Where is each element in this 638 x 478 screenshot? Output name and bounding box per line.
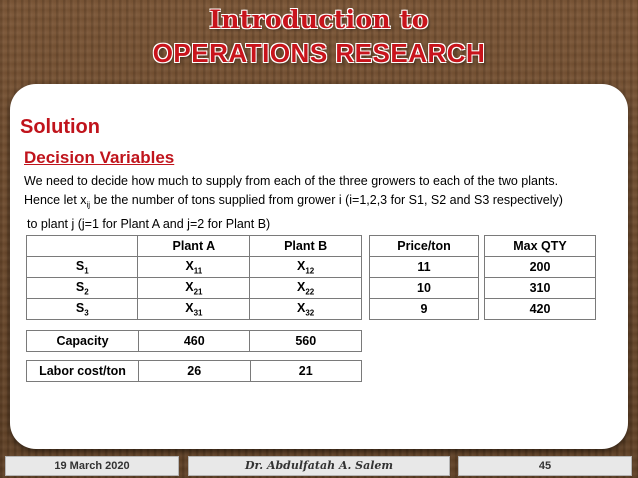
table-header-row: Plant A Plant B [25,235,362,257]
price-header: Price/ton [369,235,479,257]
cell-plant-b: X32 [249,298,362,320]
cell-plant-a: X31 [137,298,251,320]
supply-table: Plant A Plant B S1 X11 X12 S2 X21 X22 S3… [25,235,362,320]
row-label: S3 [25,298,139,320]
table-row: S1 X11 X12 [25,256,362,278]
qty-value: 200 [484,256,596,278]
table-row: S2 X21 X22 [25,277,362,299]
price-value: 10 [369,277,479,299]
header-empty [25,235,139,257]
paragraph-line-3: to plant j (j=1 for Plant A and j=2 for … [27,216,271,231]
header-plant-a: Plant A [137,235,251,257]
paragraph-line-2-pre: Hence let x [24,193,87,207]
footer-date: 19 March 2020 [5,456,179,476]
qty-value: 420 [484,298,596,320]
footer-author: Dr. Abdulfatah A. Salem [188,456,450,476]
paragraph-line-2-post: be the number of tons supplied from grow… [90,193,563,207]
title-line-2: OPERATIONS RESEARCH [152,38,486,68]
table-row: S3 X31 X32 [25,298,362,320]
cell-plant-b: X22 [249,277,362,299]
footer-page-number: 45 [458,456,632,476]
labor-cost-table: Labor cost/ton 26 21 [25,360,362,382]
cell-plant-a: X11 [137,256,251,278]
table-row: Capacity 460 560 [26,330,362,352]
capacity-plant-a: 460 [137,330,251,352]
price-table: Price/ton 11 10 9 [369,235,479,320]
cell-plant-b: X12 [249,256,362,278]
price-value: 9 [369,298,479,320]
solution-heading: Solution [20,116,100,138]
title-line-1: Introduction to [209,5,429,34]
table-row: Labor cost/ton 26 21 [25,360,362,382]
paragraph-line-1: We need to decide how much to supply fro… [24,174,559,188]
qty-value: 310 [484,277,596,299]
row-label: S1 [25,256,139,278]
paragraph-line-2: Hence let xij be the number of tons supp… [24,191,624,215]
capacity-table: Capacity 460 560 [26,330,362,352]
row-label: S2 [25,277,139,299]
labor-label: Labor cost/ton [25,360,140,382]
slide-title: Introduction to OPERATIONS RESEARCH [0,2,638,68]
cell-plant-a: X21 [137,277,251,299]
labor-plant-a: 26 [138,360,251,382]
price-value: 11 [369,256,479,278]
capacity-label: Capacity [26,330,139,352]
labor-plant-b: 21 [249,360,362,382]
description-paragraph: We need to decide how much to supply fro… [24,172,624,234]
qty-header: Max QTY [484,235,596,257]
capacity-plant-b: 560 [249,330,362,352]
paragraph-line-2-sub: ij [86,200,91,210]
decision-variables-heading: Decision Variables [24,148,175,167]
header-plant-b: Plant B [249,235,362,257]
max-qty-table: Max QTY 200 310 420 [484,235,596,320]
